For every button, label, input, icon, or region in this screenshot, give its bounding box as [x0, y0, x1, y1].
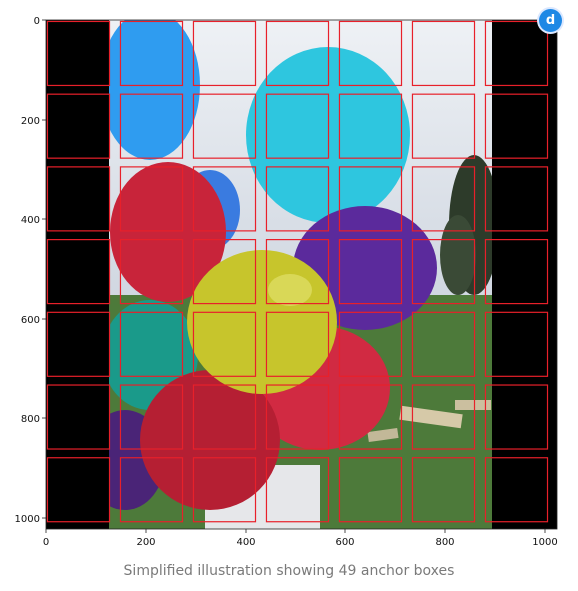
anchor-box-layer	[46, 20, 549, 523]
anchor-box	[411, 166, 476, 232]
anchor-boxes-figure: 0 200 400 600 800 1000 0 200 400 600 800…	[15, 16, 558, 548]
x-axis: 0 200 400 600 800 1000	[43, 529, 558, 548]
anchor-box	[411, 20, 476, 87]
anchor-box	[192, 93, 257, 159]
anchor-box	[265, 457, 330, 523]
plot-frame	[45, 19, 558, 530]
anchor-box	[484, 384, 549, 450]
anchor-box	[338, 384, 403, 450]
anchor-box	[484, 166, 549, 232]
anchor-box	[192, 457, 257, 523]
anchor-box	[119, 311, 184, 377]
anchor-box	[411, 93, 476, 159]
anchor-box	[46, 93, 111, 159]
y-tick-label: 200	[21, 116, 40, 127]
anchor-box	[484, 239, 549, 305]
anchor-box	[46, 384, 111, 450]
x-tick-label: 600	[335, 537, 354, 548]
x-tick-label: 0	[43, 537, 49, 548]
y-tick-label: 0	[34, 16, 40, 27]
y-tick-label: 600	[21, 315, 40, 326]
anchor-box	[411, 384, 476, 450]
anchor-box	[484, 457, 549, 523]
anchor-box	[411, 239, 476, 305]
anchor-box	[119, 239, 184, 305]
anchor-box	[46, 239, 111, 305]
anchor-box	[265, 166, 330, 232]
anchor-box	[192, 20, 257, 87]
y-tick-label: 800	[21, 414, 40, 425]
y-tick-label: 1000	[15, 514, 40, 525]
anchor-box	[119, 93, 184, 159]
x-tick-label: 1000	[532, 537, 557, 548]
anchor-box	[411, 311, 476, 377]
anchor-box	[46, 311, 111, 377]
x-tick-label: 400	[236, 537, 255, 548]
anchor-box	[192, 166, 257, 232]
x-tick-label: 200	[136, 537, 155, 548]
anchor-box	[265, 311, 330, 377]
anchor-box	[338, 93, 403, 159]
brand-glyph: d	[545, 13, 556, 28]
d-logo-icon[interactable]: d	[539, 9, 562, 32]
balloon-photo	[46, 20, 557, 529]
anchor-box	[265, 20, 330, 87]
anchor-box	[338, 20, 403, 87]
anchor-box	[192, 384, 257, 450]
anchor-box	[46, 20, 111, 87]
anchor-box	[265, 93, 330, 159]
anchor-box	[192, 311, 257, 377]
anchor-box	[338, 311, 403, 377]
anchor-box	[119, 384, 184, 450]
anchor-box	[119, 166, 184, 232]
anchor-box	[484, 93, 549, 159]
anchor-box	[338, 457, 403, 523]
anchor-box	[192, 239, 257, 305]
anchor-box	[338, 166, 403, 232]
anchor-box	[484, 311, 549, 377]
anchor-box	[46, 166, 111, 232]
anchor-box	[411, 457, 476, 523]
anchor-box	[265, 239, 330, 305]
y-axis: 0 200 400 600 800 1000	[15, 16, 46, 525]
anchor-box	[338, 239, 403, 305]
y-tick-label: 400	[21, 215, 40, 226]
anchor-box	[46, 457, 111, 523]
anchor-box	[119, 457, 184, 523]
anchor-box	[265, 384, 330, 450]
x-tick-label: 800	[435, 537, 454, 548]
anchor-box	[119, 20, 184, 87]
anchor-box	[484, 20, 549, 87]
figure-caption: Simplified illustration showing 49 ancho…	[123, 563, 455, 579]
